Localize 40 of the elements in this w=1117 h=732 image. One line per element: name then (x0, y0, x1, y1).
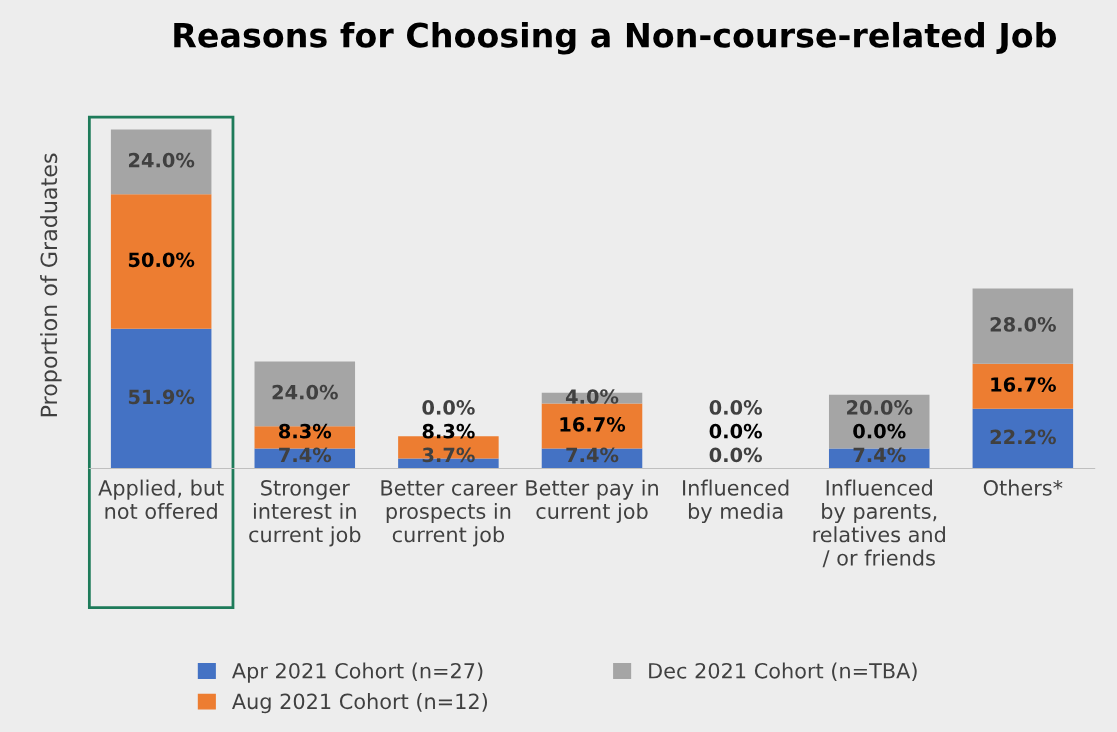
data-label: 20.0% (847, 400, 913, 415)
data-label: 7.4% (566, 447, 619, 463)
x-tick-label: Applied, but not offered (98, 479, 224, 520)
x-tick-label: Stronger interest in current job (249, 479, 361, 547)
data-label: 51.9% (128, 389, 195, 405)
data-label: 0.0% (853, 423, 906, 439)
data-label: 16.7% (560, 417, 626, 432)
bar (541, 403, 643, 449)
x-tick-label: Others* (983, 479, 1063, 496)
data-label: 4.0% (565, 389, 619, 404)
x-tick-label: Influenced by parents, relatives and / or friends (813, 479, 945, 568)
chart-title: Reasons for Choosing a Non-course-related Job (174, 21, 1057, 55)
data-label: 24.0% (272, 384, 338, 400)
data-label: 0.0% (709, 400, 762, 415)
data-label: 0.0% (709, 423, 762, 439)
bar (110, 328, 212, 469)
x-tick-label: Better pay in current job (526, 479, 658, 524)
data-label: 16.7% (991, 377, 1056, 392)
x-tick-label: Influenced by media (683, 479, 789, 524)
bar (972, 408, 1074, 469)
bar (972, 363, 1074, 409)
legend-label: Aug 2021 Cohort (n=12) (232, 693, 488, 714)
bar (110, 129, 212, 195)
bar (110, 194, 212, 329)
data-label: 8.3% (279, 423, 332, 439)
legend-label: Apr 2021 Cohort (n=27) (232, 662, 483, 683)
data-label: 7.4% (853, 447, 906, 463)
x-tick-label: Better career prospects in current job (381, 480, 518, 547)
data-label: 28.0% (990, 317, 1056, 332)
legend-label: Dec 2021 Cohort (n=TBA) (649, 662, 917, 682)
data-label: 8.3% (422, 423, 475, 439)
bar (972, 288, 1074, 364)
data-label: 7.4% (279, 447, 332, 463)
y-axis-title: Proportion of Graduates (40, 153, 62, 417)
data-label: 3.7% (422, 447, 475, 463)
data-label: 50.0% (128, 252, 195, 268)
data-label: 22.2% (990, 429, 1056, 445)
data-label: 24.0% (128, 152, 195, 168)
data-label: 0.0% (422, 400, 475, 415)
data-label: 0.0% (709, 447, 762, 463)
